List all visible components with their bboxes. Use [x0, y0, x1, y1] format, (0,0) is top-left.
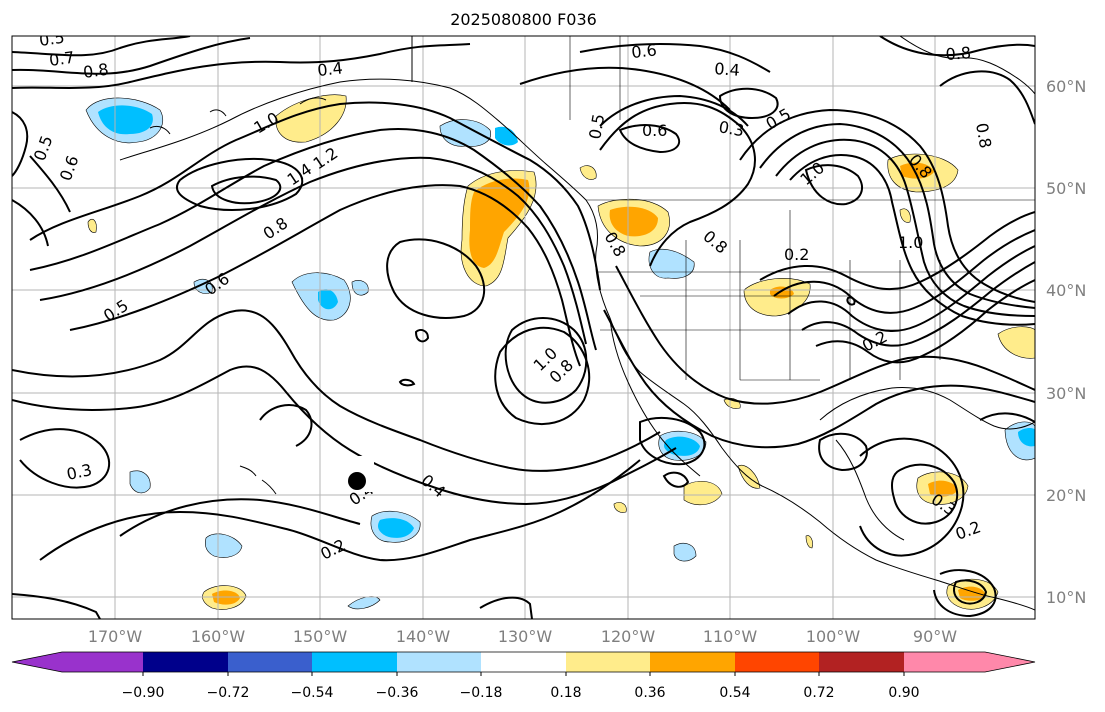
latitude-labels: 60°N 50°N 40°N 30°N 20°N 10°N — [1046, 77, 1086, 607]
lon-label: 100°W — [806, 627, 861, 646]
contour-label: 0.6 — [642, 121, 667, 140]
colorbar-tick-label: −0.54 — [291, 685, 334, 701]
colorbar-segment — [143, 652, 229, 672]
colorbar-segment — [566, 652, 651, 672]
political-borders — [569, 36, 1035, 381]
colorbar-segment — [62, 652, 144, 672]
colorbar-segment — [481, 652, 567, 672]
colorbar-outline — [11, 651, 1036, 673]
contour-label: 0.7 — [48, 48, 76, 70]
colorbar-segment — [650, 652, 736, 672]
lat-label: 30°N — [1046, 384, 1086, 403]
location-marker — [348, 472, 366, 490]
colorbar-ticks: −0.90 −0.72 −0.54 −0.36 −0.18 0.18 0.36 … — [122, 685, 920, 701]
colorbar-tick-label: 0.72 — [803, 685, 834, 701]
colorbar-tick-label: −0.90 — [122, 685, 165, 701]
contour-label: 0.6 — [630, 40, 657, 62]
contour-label: 0.8 — [972, 121, 995, 149]
colorbar-segment — [397, 652, 482, 672]
colorbar: −0.90 −0.72 −0.54 −0.36 −0.18 0.18 0.36 … — [11, 651, 1036, 701]
contour-label: 0.3 — [65, 460, 94, 484]
contour-label: 0.2 — [784, 245, 809, 264]
lat-label: 50°N — [1046, 179, 1086, 198]
lat-label: 10°N — [1046, 588, 1086, 607]
colorbar-segment — [904, 652, 986, 672]
longitude-labels: 170°W 160°W 150°W 140°W 130°W 120°W 110°… — [88, 627, 957, 646]
colorbar-segment — [228, 652, 313, 672]
lon-label: 160°W — [191, 627, 246, 646]
contour-label: 0.4 — [714, 59, 741, 80]
colorbar-tick-label: −0.36 — [376, 685, 419, 701]
lon-label: 120°W — [601, 627, 656, 646]
colorbar-tick-label: 0.18 — [550, 685, 581, 701]
lon-label: 140°W — [396, 627, 451, 646]
negative-anomaly-shading — [85, 97, 1035, 610]
contour-label: 0.8 — [82, 60, 110, 82]
colorbar-segment — [819, 652, 905, 672]
colorbar-segments — [11, 651, 1036, 676]
colorbar-extend-low — [12, 652, 63, 672]
lon-label: 150°W — [293, 627, 348, 646]
positive-anomaly-shading — [87, 94, 1035, 610]
map-frame — [11, 35, 1036, 620]
colorbar-tick-label: 0.90 — [888, 685, 919, 701]
colorbar-tick-label: 0.54 — [719, 685, 750, 701]
contour-label: 0.3 — [717, 117, 745, 140]
colorbar-tick-label: 0.36 — [634, 685, 665, 701]
contour-label: 0.4 — [316, 58, 343, 80]
colorbar-tick-label: −0.72 — [207, 685, 250, 701]
colorbar-tick-label: −0.18 — [460, 685, 503, 701]
colorbar-extend-high — [984, 652, 1035, 672]
lon-label: 130°W — [498, 627, 553, 646]
coastlines — [119, 36, 1035, 611]
contour-label: 0.8 — [945, 43, 972, 64]
lat-label: 60°N — [1046, 77, 1086, 96]
map-title: 2025080800 F036 — [450, 10, 597, 29]
contour-lines — [12, 36, 1035, 619]
lon-label: 170°W — [88, 627, 143, 646]
contour-label: 1.0 — [898, 233, 923, 252]
colorbar-segment — [735, 652, 820, 672]
colorbar-segment — [312, 652, 398, 672]
lon-label: 90°W — [913, 627, 957, 646]
contour-label: 0.5 — [585, 112, 608, 140]
lon-label: 110°W — [703, 627, 758, 646]
lat-label: 20°N — [1046, 486, 1086, 505]
contour-label: 0.5 — [38, 28, 66, 50]
map-panel: 0.5 0.7 0.8 0.4 0.6 0.5 1.0 1.4 1.2 0.8 … — [12, 28, 1035, 619]
lat-label: 40°N — [1046, 281, 1086, 300]
